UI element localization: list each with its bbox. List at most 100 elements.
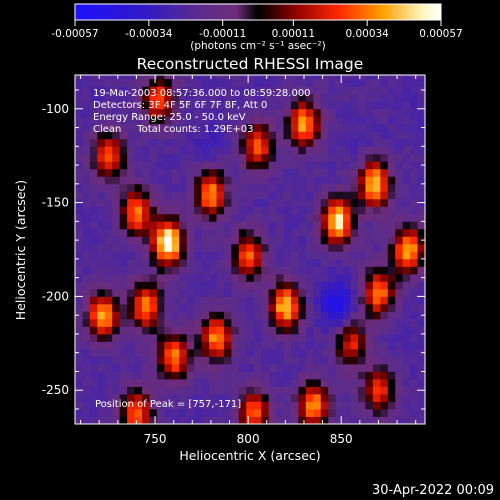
heatmap-cell	[246, 333, 255, 342]
heatmap-cell	[89, 221, 98, 230]
heatmap-cell	[179, 281, 188, 290]
heatmap-cell	[194, 318, 202, 327]
heatmap-cell	[238, 258, 247, 267]
heatmap-cell	[276, 221, 284, 230]
heatmap-cell	[290, 116, 299, 125]
heatmap-cell	[305, 236, 314, 245]
heatmap-cell	[75, 206, 83, 215]
heatmap-cell	[156, 348, 165, 357]
heatmap-cell	[82, 401, 91, 410]
heatmap-cell	[298, 116, 307, 125]
heatmap-cell	[179, 168, 188, 177]
heatmap-cell	[313, 318, 322, 327]
heatmap-cell	[75, 416, 83, 425]
heatmap-cell	[320, 371, 329, 380]
heatmap-cell	[335, 123, 344, 132]
heatmap-cell	[365, 93, 374, 102]
heatmap-cell	[350, 251, 359, 260]
heatmap-cell	[402, 78, 411, 87]
heatmap-cell	[127, 333, 135, 342]
heatmap-cell	[112, 228, 121, 237]
heatmap-cell	[268, 378, 277, 387]
heatmap-cell	[201, 191, 210, 200]
heatmap-cell	[164, 288, 173, 297]
heatmap-cell	[246, 363, 255, 372]
heatmap-cell	[305, 146, 314, 155]
heatmap-cell	[343, 318, 351, 327]
heatmap-cell	[283, 101, 292, 110]
heatmap-cell	[82, 146, 91, 155]
heatmap-cell	[246, 303, 255, 312]
heatmap-cell	[149, 213, 158, 222]
heatmap-cell	[246, 123, 255, 132]
heatmap-cell	[179, 318, 188, 327]
heatmap-cell	[261, 176, 270, 185]
heatmap-cell	[179, 401, 188, 410]
heatmap-cell	[253, 296, 262, 305]
heatmap-cell	[82, 123, 91, 132]
heatmap-cell	[231, 108, 240, 117]
heatmap-cell	[387, 228, 396, 237]
heatmap-cell	[298, 356, 307, 365]
heatmap-cell	[223, 333, 232, 342]
heatmap-cell	[75, 408, 83, 417]
heatmap-cell	[298, 251, 307, 260]
heatmap-cell	[387, 108, 396, 117]
heatmap-cell	[134, 191, 143, 200]
heatmap-cell	[149, 288, 158, 297]
heatmap-cell	[253, 311, 262, 320]
heatmap-cell	[313, 401, 322, 410]
heatmap-cell	[335, 75, 344, 80]
heatmap-cell	[261, 138, 270, 147]
heatmap-cell	[156, 288, 165, 297]
heatmap-cell	[343, 341, 351, 350]
heatmap-cell	[343, 281, 351, 290]
heatmap-cell	[387, 93, 396, 102]
heatmap-cell	[305, 93, 314, 102]
heatmap-cell	[238, 86, 247, 95]
heatmap-cell	[357, 116, 366, 125]
heatmap-cell	[372, 123, 381, 132]
heatmap-cell	[268, 281, 277, 290]
heatmap-cell	[305, 78, 314, 87]
heatmap-cell	[410, 161, 418, 170]
heatmap-cell	[164, 146, 173, 155]
heatmap-cell	[305, 86, 314, 95]
heatmap-cell	[223, 251, 232, 260]
heatmap-cell	[104, 393, 113, 402]
heatmap-cell	[305, 168, 314, 177]
heatmap-cell	[276, 78, 284, 87]
heatmap-cell	[253, 333, 262, 342]
heatmap-cell	[276, 266, 284, 275]
heatmap-cell	[119, 401, 128, 410]
heatmap-cell	[380, 206, 389, 215]
heatmap-cell	[134, 123, 143, 132]
heatmap-cell	[276, 183, 284, 192]
heatmap-cell	[261, 356, 270, 365]
heatmap-cell	[313, 258, 322, 267]
heatmap-cell	[246, 228, 255, 237]
heatmap-cell	[343, 191, 351, 200]
heatmap-cell	[97, 101, 106, 110]
heatmap-cell	[164, 251, 173, 260]
heatmap-cell	[253, 191, 262, 200]
heatmap-cell	[313, 288, 322, 297]
heatmap-cell	[127, 393, 135, 402]
heatmap-cell	[119, 168, 128, 177]
heatmap-cell	[343, 198, 351, 207]
heatmap-cell	[283, 416, 292, 425]
heatmap-cell	[380, 393, 389, 402]
heatmap-cell	[335, 266, 344, 275]
heatmap-cell	[290, 363, 299, 372]
heatmap-cell	[186, 273, 195, 282]
heatmap-cell	[395, 191, 404, 200]
heatmap-cell	[104, 228, 113, 237]
heatmap-cell	[335, 258, 344, 267]
heatmap-cell	[89, 273, 98, 282]
heatmap-cell	[149, 108, 158, 117]
heatmap-cell	[276, 228, 284, 237]
heatmap-cell	[209, 378, 217, 387]
heatmap-cell	[156, 326, 165, 335]
heatmap-cell	[410, 123, 418, 132]
